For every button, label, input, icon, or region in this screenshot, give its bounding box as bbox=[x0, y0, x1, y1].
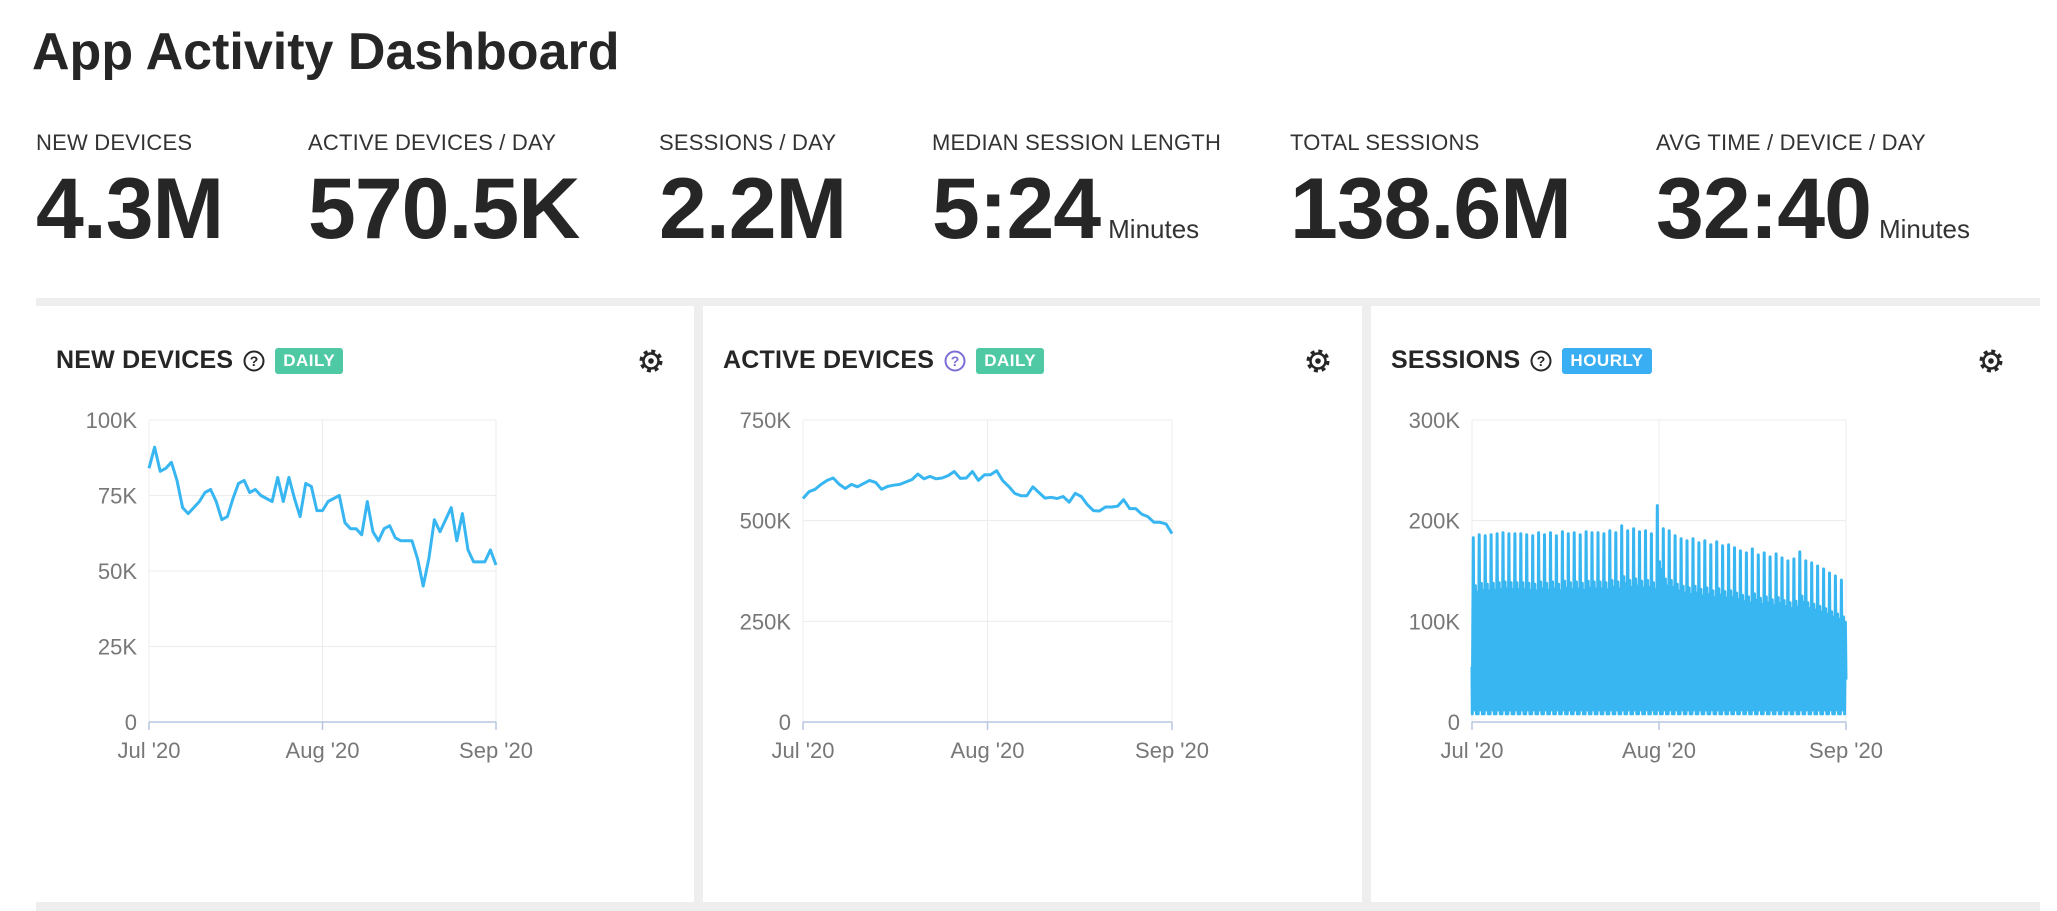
y-tick-label: 75K bbox=[98, 484, 137, 509]
y-tick-label: 300K bbox=[1409, 408, 1461, 433]
x-tick-label: Aug '20 bbox=[1622, 738, 1696, 763]
kpi-unit: Minutes bbox=[1878, 214, 1971, 244]
panel-separator bbox=[694, 306, 703, 906]
panel-header: ACTIVE DEVICES ? DAILY bbox=[723, 346, 1045, 375]
y-tick-label: 0 bbox=[1448, 710, 1460, 735]
y-tick-label: 25K bbox=[98, 635, 137, 660]
y-tick-label: 100K bbox=[86, 408, 138, 433]
kpi-median-session-length: MEDIAN SESSION LENGTH 5:24 Minutes bbox=[932, 130, 1221, 252]
svg-text:?: ? bbox=[951, 353, 960, 369]
question-circle-icon[interactable]: ? bbox=[243, 350, 265, 372]
panel-title: ACTIVE DEVICES bbox=[723, 346, 935, 374]
panel-header: NEW DEVICES ? DAILY bbox=[56, 346, 344, 375]
kpi-label: SESSIONS / DAY bbox=[659, 130, 837, 155]
kpi-value: 32:40 bbox=[1656, 161, 1872, 257]
active-devices-line-chart: 0 250K 500K 750K Jul '20 Aug '20 Sep '20 bbox=[740, 408, 1209, 763]
section-divider bbox=[36, 902, 2040, 911]
y-tick-label: 250K bbox=[740, 609, 792, 634]
interval-badge: HOURLY bbox=[1562, 347, 1652, 374]
section-divider bbox=[36, 298, 2040, 306]
series-line bbox=[1470, 504, 1848, 716]
gear-icon[interactable] bbox=[1976, 346, 2006, 376]
chart-panel-new-devices: NEW DEVICES ? DAILY 0 25K 50K 75K 100K Jul '2… bbox=[36, 306, 694, 902]
kpi-unit: Minutes bbox=[1108, 214, 1200, 244]
svg-text:?: ? bbox=[250, 353, 259, 369]
y-tick-label: 200K bbox=[1409, 509, 1461, 534]
svg-text:?: ? bbox=[1537, 353, 1546, 369]
x-tick-label: Sep '20 bbox=[1809, 738, 1883, 763]
kpi-active-devices-per-day: ACTIVE DEVICES / DAY 570.5K bbox=[308, 130, 580, 252]
y-tick-label: 500K bbox=[740, 509, 792, 534]
x-tick-label: Sep '20 bbox=[459, 738, 533, 763]
sessions-line-chart: 0 100K 200K 300K Jul '20 Aug '20 Sep '20 bbox=[1409, 408, 1883, 763]
kpi-value: 2.2M bbox=[659, 161, 847, 257]
panel-separator bbox=[1362, 306, 1371, 906]
y-tick-label: 100K bbox=[1409, 609, 1461, 634]
kpi-value: 4.3M bbox=[36, 161, 224, 257]
panel-title: NEW DEVICES bbox=[56, 346, 234, 374]
y-tick-label: 750K bbox=[740, 408, 792, 433]
kpi-avg-time-per-device-per-day: AVG TIME / DEVICE / DAY 32:40 Minutes bbox=[1656, 130, 1970, 252]
x-tick-label: Sep '20 bbox=[1135, 738, 1209, 763]
y-tick-label: 0 bbox=[125, 710, 137, 735]
x-tick-label: Jul '20 bbox=[772, 738, 835, 763]
kpi-new-devices: NEW DEVICES 4.3M bbox=[36, 130, 224, 252]
kpi-label: MEDIAN SESSION LENGTH bbox=[932, 130, 1222, 155]
kpi-label: ACTIVE DEVICES / DAY bbox=[308, 130, 557, 155]
chart-panel-sessions: SESSIONS ? HOURLY 0 100K 200K 300K Jul '20 Au… bbox=[1371, 306, 2040, 902]
kpi-value: 5:24 bbox=[932, 161, 1101, 257]
x-tick-label: Jul '20 bbox=[118, 738, 181, 763]
panel-header: SESSIONS ? HOURLY bbox=[1391, 346, 1652, 375]
kpi-label: TOTAL SESSIONS bbox=[1290, 130, 1480, 155]
x-tick-label: Jul '20 bbox=[1441, 738, 1504, 763]
kpi-value: 138.6M bbox=[1290, 161, 1572, 257]
gear-icon[interactable] bbox=[1303, 346, 1333, 376]
series-line bbox=[147, 445, 498, 588]
y-tick-label: 50K bbox=[98, 559, 137, 584]
x-tick-label: Aug '20 bbox=[286, 738, 360, 763]
kpi-sessions-per-day: SESSIONS / DAY 2.2M bbox=[659, 130, 847, 252]
question-circle-icon[interactable]: ? bbox=[944, 350, 966, 372]
new-devices-line-chart: 0 25K 50K 75K 100K Jul '20 Aug '20 Sep '20 bbox=[86, 408, 533, 763]
kpi-total-sessions: TOTAL SESSIONS 138.6M bbox=[1290, 130, 1572, 252]
series-line bbox=[801, 469, 1174, 535]
page-title: App Activity Dashboard bbox=[32, 23, 620, 81]
interval-badge: DAILY bbox=[275, 347, 344, 374]
kpi-label: NEW DEVICES bbox=[36, 130, 193, 155]
interval-badge: DAILY bbox=[976, 347, 1045, 374]
panel-title: SESSIONS bbox=[1391, 346, 1521, 374]
kpi-label: AVG TIME / DEVICE / DAY bbox=[1656, 130, 1926, 155]
chart-panel-active-devices: ACTIVE DEVICES ? DAILY 0 250K 500K 750K Jul … bbox=[703, 306, 1362, 902]
x-tick-label: Aug '20 bbox=[951, 738, 1025, 763]
y-tick-label: 0 bbox=[779, 710, 791, 735]
question-circle-icon[interactable]: ? bbox=[1530, 350, 1552, 372]
kpi-value: 570.5K bbox=[308, 161, 580, 257]
gear-icon[interactable] bbox=[636, 346, 666, 376]
